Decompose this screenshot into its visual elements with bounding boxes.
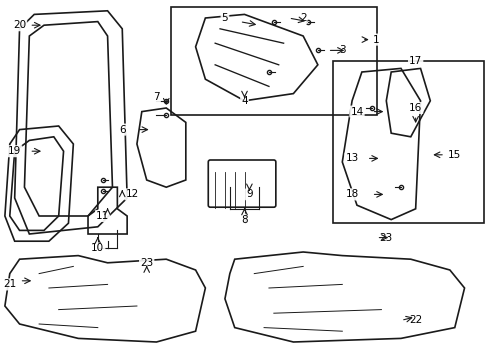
Text: 7: 7: [153, 92, 160, 102]
Text: 11: 11: [96, 211, 109, 221]
Text: 10: 10: [91, 243, 104, 253]
Text: 2: 2: [299, 13, 306, 23]
Text: 23: 23: [140, 258, 153, 268]
Text: 12: 12: [125, 189, 139, 199]
Text: 1: 1: [372, 35, 379, 45]
Text: 18: 18: [345, 189, 358, 199]
Text: 3: 3: [338, 45, 345, 55]
Bar: [171, 7, 376, 115]
Text: 17: 17: [408, 56, 422, 66]
Text: 20: 20: [13, 20, 26, 30]
Text: 13: 13: [345, 153, 358, 163]
Text: 8: 8: [241, 215, 247, 225]
Text: 14: 14: [349, 107, 363, 117]
Text: 6: 6: [119, 125, 125, 135]
Bar: [332, 61, 483, 223]
Text: 5: 5: [221, 13, 228, 23]
Text: 22: 22: [408, 315, 422, 325]
Text: 4: 4: [241, 96, 247, 106]
Text: 21: 21: [3, 279, 17, 289]
Text: 23: 23: [379, 233, 392, 243]
Text: 15: 15: [447, 150, 461, 160]
Text: 16: 16: [408, 103, 422, 113]
Text: 9: 9: [245, 189, 252, 199]
Text: 19: 19: [8, 146, 21, 156]
